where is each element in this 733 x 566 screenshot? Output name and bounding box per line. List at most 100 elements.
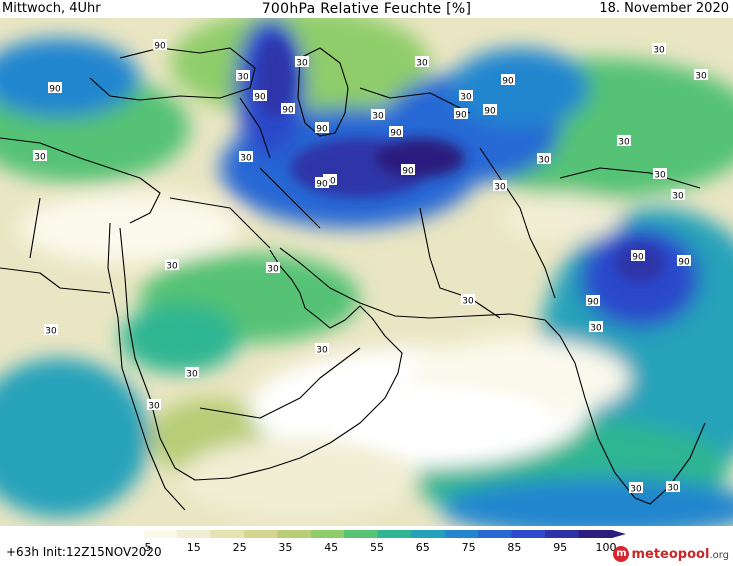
colorbar-swatch [411,530,446,538]
contour-label: 90 [253,90,267,103]
contour-label-text: 30 [695,72,707,82]
colorbar-tick-label: 5 [145,541,152,554]
contour-label: 30 [239,151,253,164]
contour-label-text: 30 [460,93,472,103]
contour-label: 30 [666,481,680,494]
contour-label-text: 90 [49,85,61,95]
contour-label-text: 30 [237,73,249,83]
contour-label: 90 [586,295,600,308]
run-info-label: +63h Init:12Z15NOV2020 [6,545,162,559]
colorbar-swatch [243,530,278,538]
contour-label: 30 [461,294,475,307]
colorbar-swatch [478,530,513,538]
contour-label: 30 [315,343,329,356]
contour-label-text: 30 [296,59,308,69]
colorbar-tick-label: 55 [370,541,384,554]
colorbar-tick-label: 35 [278,541,292,554]
contour-label-text: 90 [402,167,414,177]
contour-label-text: 30 [653,46,665,56]
colorbar-tick-label: 100 [596,541,617,554]
contour-label: 30 [415,56,429,69]
colorbar-swatch [210,530,245,538]
contour-label: 30 [371,109,385,122]
contour-label-text: 90 [632,253,644,263]
contour-label: 30 [33,150,47,163]
contour-label: 30 [165,259,179,272]
contour-label-text: 30 [538,156,550,166]
contour-label: 90 [677,255,691,268]
contour-label: 90 [501,74,515,87]
contour-label: 90 [153,39,167,52]
colorbar-swatch [176,530,211,538]
colorbar-tick-label: 25 [233,541,247,554]
colorbar-swatch [143,530,178,538]
map-title: 700hPa Relative Feuchte [%] [261,1,472,17]
meteopool-logo-text: meteopool.org [631,547,729,562]
colorbar-swatch [277,530,312,538]
contour-label-text: 90 [502,77,514,87]
colorbar-tick-label: 65 [416,541,430,554]
humidity-field [0,18,733,526]
contour-label: 90 [483,104,497,117]
contour-label-text: 30 [494,183,506,193]
logo-brand: meteopool [631,546,710,562]
meteopool-logo[interactable]: m meteopool.org [613,545,729,563]
contour-label-text: 90 [455,111,467,121]
contour-label: 90 [631,250,645,263]
contour-label-text: 30 [240,154,252,164]
colorbar-swatch [377,530,412,538]
contour-label-text: 90 [678,258,690,268]
contour-label: 30 [266,262,280,275]
contour-label: 30 [44,324,58,337]
contour-label-text: 90 [316,180,328,190]
colorbar-swatch [511,530,546,538]
contour-label: 90 [281,103,295,116]
valid-time-label: Mittwoch, 4Uhr [2,1,101,16]
contour-label-text: 30 [416,59,428,69]
contour-label: 90 [454,108,468,121]
colorbar-swatch [444,530,479,538]
colorbar-swatch [545,530,580,538]
contour-label-text: 90 [316,125,328,135]
contour-label-text: 90 [324,177,336,187]
contour-label-text: 90 [484,107,496,117]
contour-label-text: 30 [166,262,178,272]
humidity-map[interactable]: 90 90 90 90 90 90 90 90 90 90 90 90 90 90 90 30 30 30 30 30… [0,18,733,526]
humidity-colorbar: 5 15 25 35 45 55 65 75 85 95 100 [110,530,626,554]
contour-label: 30 [629,482,643,495]
contour-label-text: 30 [590,324,602,334]
colorbar-swatch [578,530,613,538]
contour-label: 90 [323,174,337,187]
contour-label-text: 30 [630,485,642,495]
meteopool-logo-icon: m [613,546,630,562]
coastlines-borders [0,47,706,511]
contour-label: 30 [617,135,631,148]
colorbar-tick-label: 75 [462,541,476,554]
contour-label: 90 [401,164,415,177]
colorbar-swatch [110,530,145,538]
contour-label: 90 [315,177,329,190]
contour-label-text: 90 [154,42,166,52]
contour-label: 30 [236,70,250,83]
colorbar-swatch [344,530,379,538]
contour-label-text: 90 [587,298,599,308]
contour-label-text: 30 [618,138,630,148]
contour-label: 90 [48,82,62,95]
contour-label-text: 30 [34,153,46,163]
contour-label: 30 [185,367,199,380]
contour-label-text: 30 [186,370,198,380]
contour-label: 30 [295,56,309,69]
colorbar-swatch [310,530,345,538]
contour-label: 30 [459,90,473,103]
colorbar-tick-label: 45 [324,541,338,554]
contour-label-text: 30 [667,484,679,494]
colorbar-tick-label: 15 [187,541,201,554]
contour-label-text: 30 [654,171,666,181]
colorbar-extend-arrow [612,530,626,538]
contour-label: 30 [147,399,161,412]
contour-label-text: 30 [462,297,474,307]
contour-label-text: 30 [45,327,57,337]
valid-date-label: 18. November 2020 [599,1,729,16]
logo-tld: .org [709,549,729,561]
